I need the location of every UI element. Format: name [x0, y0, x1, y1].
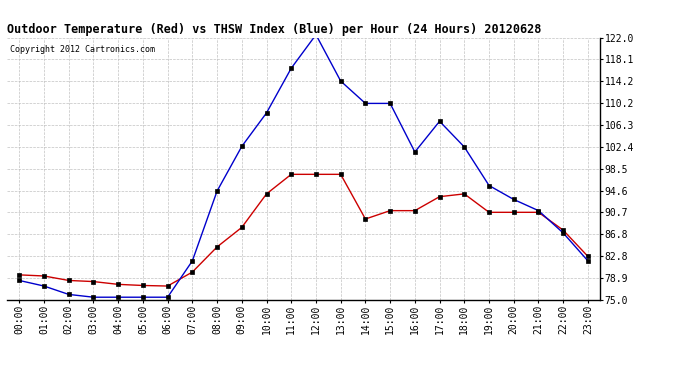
Text: Outdoor Temperature (Red) vs THSW Index (Blue) per Hour (24 Hours) 20120628: Outdoor Temperature (Red) vs THSW Index … [7, 23, 541, 36]
Text: Copyright 2012 Cartronics.com: Copyright 2012 Cartronics.com [10, 45, 155, 54]
